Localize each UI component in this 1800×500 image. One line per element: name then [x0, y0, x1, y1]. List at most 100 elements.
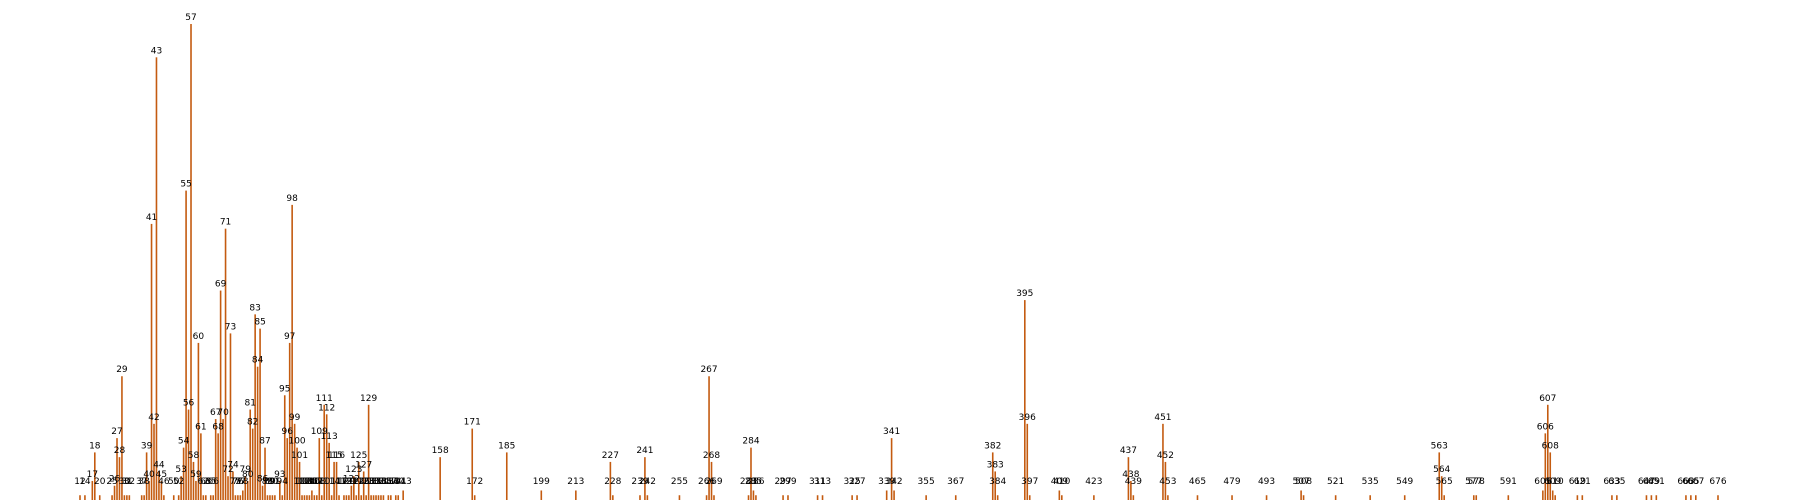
peak-bar-94: [281, 495, 284, 500]
peak-bar-239: [639, 495, 641, 500]
peak-bar-635: [1616, 495, 1618, 500]
peak-bar-12: [79, 495, 81, 500]
peak-bar-132: [375, 495, 377, 500]
peak-label-297: 297: [774, 477, 791, 487]
peak-bar-111: [323, 404, 326, 500]
peak-bar-267: [708, 376, 710, 500]
peak-bar-71: [224, 228, 227, 500]
peak-label-62: 62: [198, 477, 209, 487]
peak-label-52: 52: [173, 477, 184, 487]
peak-label-609: 609: [1544, 477, 1561, 487]
peak-bar-610: [1554, 495, 1556, 500]
peak-label-39: 39: [141, 441, 153, 451]
peak-label-508: 508: [1295, 477, 1312, 487]
peak-label-410: 410: [1053, 477, 1070, 487]
peak-label-565: 565: [1436, 477, 1453, 487]
peak-bar-100: [296, 447, 298, 500]
peak-bar-61: [200, 433, 202, 500]
peak-label-367: 367: [947, 477, 964, 487]
peak-label-135: 135: [375, 477, 392, 487]
peak-bar-242: [646, 495, 649, 500]
peak-label-228: 228: [604, 477, 621, 487]
peak-bar-126: [360, 495, 363, 500]
peak-bar-423: [1093, 495, 1095, 500]
peak-label-27: 27: [111, 427, 122, 437]
peak-bar-437: [1127, 457, 1130, 500]
peak-label-267: 267: [700, 365, 717, 375]
peak-bar-255: [678, 495, 681, 500]
peak-bar-479: [1231, 495, 1233, 500]
peak-label-83: 83: [249, 303, 260, 313]
peak-label-102: 102: [293, 477, 310, 487]
peak-bar-17: [91, 480, 94, 500]
peak-bar-140: [394, 495, 397, 500]
peak-label-438: 438: [1122, 470, 1139, 480]
peak-bar-143: [402, 490, 404, 500]
peak-label-116: 116: [328, 451, 345, 461]
peak-label-651: 651: [1648, 477, 1665, 487]
peak-bar-45: [160, 480, 163, 500]
peak-bar-59: [195, 480, 197, 500]
peak-label-124: 124: [348, 477, 365, 487]
peak-label-663: 663: [1677, 477, 1694, 487]
peak-label-87: 87: [259, 437, 270, 447]
peak-label-38: 38: [138, 477, 150, 487]
peak-bar-68: [217, 433, 219, 500]
peak-label-45: 45: [156, 470, 167, 480]
peak-bar-563: [1438, 452, 1441, 500]
peak-label-114: 114: [323, 477, 340, 487]
peak-bar-591: [1507, 495, 1510, 500]
peak-bar-535: [1369, 495, 1371, 500]
peak-bar-409: [1058, 490, 1061, 500]
peak-bar-565: [1443, 495, 1445, 500]
peak-label-255: 255: [671, 477, 688, 487]
peak-label-141: 141: [390, 477, 407, 487]
peak-bar-96: [286, 438, 289, 500]
peak-bar-665: [1690, 495, 1692, 500]
peak-label-395: 395: [1016, 289, 1033, 299]
peak-label-241: 241: [636, 446, 653, 456]
peak-label-578: 578: [1468, 477, 1485, 487]
peak-label-382: 382: [984, 441, 1001, 451]
peak-bar-185: [505, 452, 508, 500]
peak-label-649: 649: [1643, 477, 1660, 487]
peak-label-50: 50: [168, 477, 180, 487]
peak-label-98: 98: [286, 194, 298, 204]
peak-label-63: 63: [200, 477, 211, 487]
peak-label-465: 465: [1189, 477, 1206, 487]
peak-label-591: 591: [1500, 477, 1517, 487]
peak-label-107: 107: [306, 477, 323, 487]
peak-label-106: 106: [303, 477, 320, 487]
peak-bar-103: [303, 495, 306, 500]
peak-bar-37: [140, 495, 143, 500]
peak-bar-70: [222, 419, 224, 500]
peak-label-397: 397: [1021, 477, 1038, 487]
peak-label-199: 199: [533, 477, 550, 487]
peak-label-140: 140: [387, 477, 404, 487]
peak-bar-84: [256, 366, 259, 500]
peak-label-606: 606: [1537, 422, 1554, 432]
peak-bar-44: [158, 471, 160, 500]
peak-label-29: 29: [116, 365, 128, 375]
peak-label-108: 108: [308, 477, 325, 487]
peak-label-607: 607: [1539, 394, 1556, 404]
peak-label-112: 112: [318, 403, 335, 413]
peak-label-95: 95: [279, 384, 290, 394]
peak-label-125: 125: [350, 451, 367, 461]
peak-bar-663: [1685, 495, 1687, 500]
peak-bar-228: [612, 495, 614, 500]
peak-label-80: 80: [242, 470, 254, 480]
peak-label-266: 266: [698, 477, 715, 487]
peak-bar-608: [1549, 452, 1552, 500]
peak-bar-108: [316, 495, 318, 500]
peak-label-285: 285: [745, 477, 762, 487]
peak-label-355: 355: [918, 477, 935, 487]
peak-bar-53: [180, 476, 182, 500]
peak-label-311: 311: [809, 477, 826, 487]
peak-bar-171: [471, 428, 474, 500]
peak-label-20: 20: [94, 477, 106, 487]
peak-bar-27: [116, 438, 118, 500]
peak-label-65: 65: [205, 477, 216, 487]
peak-label-57: 57: [185, 13, 196, 23]
